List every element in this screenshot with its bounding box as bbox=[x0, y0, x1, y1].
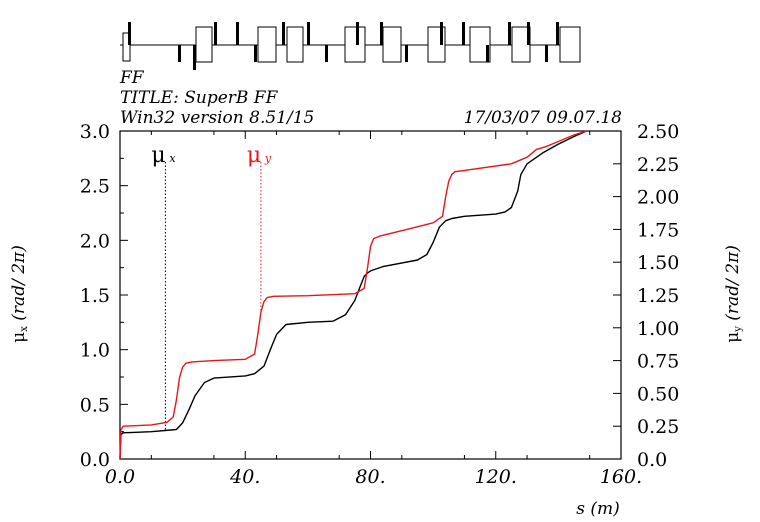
lattice-element bbox=[462, 22, 465, 45]
marker-sub-muy: y bbox=[264, 152, 272, 165]
lattice-element bbox=[344, 26, 366, 63]
x-axis-title: s (m) bbox=[576, 499, 620, 519]
y-left-tick-label: 3.0 bbox=[80, 121, 110, 143]
y-left-tick-label: 0.0 bbox=[80, 449, 110, 471]
header-date: 17/03/07 bbox=[464, 108, 541, 128]
header-line1: FF bbox=[119, 68, 145, 88]
lattice-element bbox=[325, 45, 328, 62]
y-left-tick-label: 0.5 bbox=[80, 394, 110, 416]
series-line-mux bbox=[119, 130, 587, 460]
lattice-element bbox=[380, 22, 383, 45]
x-axis: 0.0 40. 80. 120. 160. bbox=[105, 131, 642, 488]
lattice-element bbox=[254, 45, 257, 62]
right-y-axis: 0.0 0.25 0.50 0.75 1.00 1.25 1.50 1.75 2.00 2.25 2… bbox=[613, 121, 679, 471]
y-left-tick-label: 1.5 bbox=[80, 285, 110, 307]
right-axis-title: μy (rad/ 2π) bbox=[723, 245, 744, 343]
lattice-element bbox=[195, 26, 213, 63]
y-right-tick-label: 0.0 bbox=[637, 449, 667, 471]
lattice-element bbox=[556, 22, 559, 45]
lattice-element bbox=[527, 22, 530, 45]
y-right-tick-label: 1.75 bbox=[637, 219, 679, 241]
series-group bbox=[119, 130, 587, 460]
lattice-element bbox=[282, 22, 285, 45]
lattice-element bbox=[307, 22, 310, 45]
lattice-element bbox=[382, 26, 402, 63]
x-tick-label: 120. bbox=[475, 466, 517, 488]
lattice-element bbox=[469, 26, 491, 63]
y-right-tick-label: 1.25 bbox=[637, 285, 679, 307]
y-right-tick-label: 1.00 bbox=[637, 318, 679, 340]
lattice-element bbox=[405, 45, 408, 62]
left-y-axis: 0.0 0.5 1.0 1.5 2.0 2.5 3.0 bbox=[80, 121, 128, 471]
lattice-element bbox=[214, 22, 217, 45]
y-right-tick-label: 1.50 bbox=[637, 252, 679, 274]
lattice-element bbox=[286, 26, 304, 63]
y-right-tick-label: 2.25 bbox=[637, 154, 679, 176]
marker-label-muy: μ bbox=[247, 143, 261, 168]
header-time: 09.07.18 bbox=[546, 108, 622, 128]
x-tick-label: 40. bbox=[229, 466, 260, 488]
lattice-strip bbox=[120, 22, 581, 70]
lattice-element bbox=[122, 32, 131, 62]
y-right-tick-label: 0.75 bbox=[637, 351, 679, 373]
y-left-tick-label: 1.0 bbox=[80, 340, 110, 362]
lattice-element bbox=[257, 26, 277, 63]
series-line-muy bbox=[119, 130, 587, 460]
lattice-element bbox=[178, 45, 181, 62]
y-right-tick-label: 2.50 bbox=[637, 121, 679, 143]
header-line2: TITLE: SuperB FF bbox=[120, 88, 279, 108]
lattice-element bbox=[356, 22, 359, 45]
lattice-element bbox=[440, 22, 443, 45]
header-line3: Win32 version 8.51/15 bbox=[120, 108, 314, 128]
x-tick-label: 160. bbox=[600, 466, 642, 488]
y-right-tick-label: 2.00 bbox=[637, 187, 679, 209]
lattice-element bbox=[508, 22, 511, 45]
plot-frame bbox=[119, 130, 622, 460]
left-axis-title: μx (rad/ 2π) bbox=[9, 245, 30, 343]
lattice-element bbox=[486, 45, 489, 62]
y-right-tick-label: 0.25 bbox=[637, 416, 679, 438]
marker-label-mux: μ bbox=[151, 143, 165, 168]
lattice-element bbox=[193, 45, 196, 70]
y-right-tick-label: 0.50 bbox=[637, 383, 679, 405]
lattice-element bbox=[545, 45, 548, 62]
marker-sub-mux: x bbox=[169, 152, 176, 165]
x-tick-label: 80. bbox=[355, 466, 385, 488]
lattice-element bbox=[236, 22, 239, 45]
lattice-element bbox=[559, 26, 581, 63]
x-tick-label: 0.0 bbox=[105, 466, 135, 488]
y-left-tick-label: 2.5 bbox=[80, 176, 110, 198]
lattice-element bbox=[128, 22, 131, 45]
y-left-tick-label: 2.0 bbox=[80, 230, 110, 252]
